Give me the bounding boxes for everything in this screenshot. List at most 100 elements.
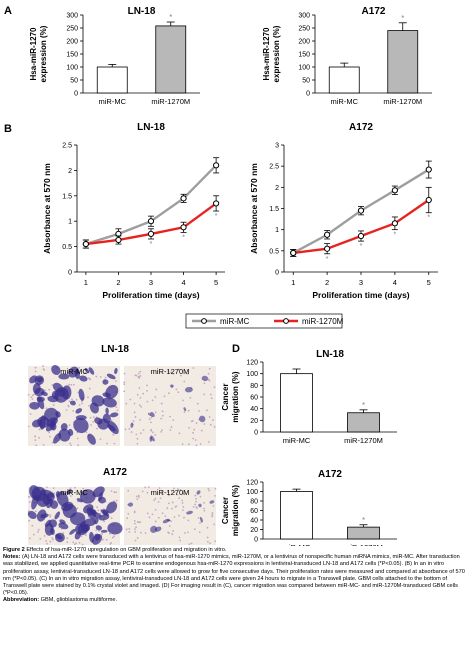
- micrograph-pore: [158, 487, 161, 490]
- micrograph-pore: [170, 426, 173, 428]
- micrograph-pore: [139, 375, 142, 377]
- micrograph-pore: [113, 442, 116, 445]
- chart-a-a172-ytick-label: 150: [298, 52, 310, 59]
- micrograph-pore: [213, 523, 215, 526]
- micrograph-pore: [146, 491, 149, 494]
- micrograph-pore: [203, 382, 206, 385]
- micrograph-pore: [159, 497, 162, 500]
- chart-b-ln18-series-mir-1270m-point: [180, 224, 187, 231]
- chart-b-ln18-series-mir-1270m-point: [115, 236, 122, 244]
- stained-cell: [83, 504, 94, 514]
- micrograph-pore: [39, 537, 42, 540]
- caption-figure-label: Figure 2: [3, 547, 25, 553]
- chart-a-ln18-ylabel: Hsa-miR-1270: [29, 27, 38, 80]
- micrograph-pore: [38, 428, 41, 431]
- micrograph-pore: [75, 398, 78, 401]
- micrograph-pore: [194, 439, 197, 441]
- chart-a-ln18-category-label: miR-MC: [99, 97, 127, 106]
- chart-b-ln18-series-mir-mc-point: [180, 195, 187, 202]
- stained-cell: [94, 533, 101, 541]
- chart-b-a172-series-mir-mc-point: [391, 187, 398, 194]
- micrograph-pore: [206, 536, 209, 539]
- chart-b-a172-xtick-label: 2: [325, 278, 329, 287]
- micrograph-background: [124, 366, 216, 446]
- micrograph-pore: [176, 493, 179, 496]
- micrograph-pore: [78, 367, 80, 369]
- chart-a-ln18-bar: [155, 25, 187, 94]
- chart-d-a172-ylabel: Cancer: [221, 497, 230, 524]
- micrograph-pore: [139, 370, 142, 373]
- micrograph-pore: [208, 379, 211, 382]
- micrograph-pore: [37, 530, 39, 533]
- legend-item-label: miR-1270M: [302, 317, 344, 326]
- micrograph-pore: [171, 533, 174, 535]
- stained-cell: [52, 382, 64, 393]
- micrograph-pore: [161, 490, 163, 492]
- chart-d-ln18-bar: [347, 412, 380, 433]
- micrograph-pore: [115, 491, 118, 494]
- micrograph-pore: [133, 411, 136, 414]
- chart-b-ln18-series-mir-1270m-significance-mark: *: [215, 211, 218, 220]
- micrograph-pore: [27, 495, 30, 498]
- micrograph-pore: [167, 370, 170, 373]
- micrograph-pore: [97, 509, 100, 512]
- chart-b-a172-series-mir-1270m-point: [357, 232, 365, 240]
- micrograph-pore: [172, 373, 175, 375]
- micrograph-pore: [154, 411, 157, 414]
- micrograph-pore: [69, 442, 72, 445]
- micrograph-column-label: miR-1270M: [151, 488, 190, 497]
- micrograph-pore: [111, 536, 114, 539]
- chart-a-a172-category-label: miR-1270M: [383, 97, 422, 106]
- micrograph-pore: [130, 431, 133, 433]
- micrograph-pore: [30, 396, 33, 399]
- micrograph-pore: [200, 429, 203, 432]
- micrograph-pore: [134, 530, 137, 533]
- micrograph-pore: [207, 487, 210, 490]
- micrograph-pore: [82, 487, 85, 490]
- micrograph-pore: [128, 531, 131, 533]
- chart-b-ln18-series-mir-mc-point: [147, 218, 155, 225]
- chart-b-a172-ytick-label: 3: [275, 143, 279, 150]
- micrograph-pore: [180, 374, 182, 377]
- chart-b-a172-title: A172: [349, 122, 373, 133]
- stained-cell: [74, 531, 81, 540]
- micrograph-pore: [167, 502, 170, 505]
- chart-b-ln18-title: LN-18: [137, 122, 165, 133]
- micrograph-pore: [167, 531, 169, 534]
- micrograph-pore: [211, 512, 214, 514]
- micrograph-pore: [160, 430, 163, 433]
- micrograph-pore: [207, 372, 210, 375]
- caption-notes-text: (A) LN-18 and A172 cells were transduced…: [3, 554, 465, 597]
- micrograph-pore: [155, 388, 158, 391]
- micrograph-pore: [168, 494, 170, 497]
- legend-swatch-marker: [283, 318, 289, 324]
- micrograph-pore: [192, 506, 195, 508]
- stained-cell: [54, 511, 61, 520]
- stained-cell: [36, 376, 43, 383]
- chart-b-ln18-ytick-label: 1.5: [62, 193, 72, 200]
- micrograph-pore: [196, 402, 199, 405]
- micrograph-pore: [199, 495, 202, 498]
- micrograph-pore: [34, 510, 37, 513]
- micrograph-a172-mir-mc: miR-MC: [27, 485, 123, 546]
- micrograph-pore: [137, 376, 140, 379]
- micrograph-pore: [49, 515, 52, 518]
- micrograph-pore: [163, 395, 166, 398]
- micrograph-pore: [213, 425, 216, 428]
- micrograph-pore: [31, 398, 34, 400]
- chart-b-a172-series-mir-mc-point: [425, 166, 432, 173]
- chart-a-a172-ylabel: Hsa-miR-1270: [262, 27, 271, 80]
- stained-cell: [100, 529, 108, 533]
- chart-d-a172-bar: [347, 526, 380, 540]
- micrograph-pore: [146, 512, 149, 515]
- micrograph-pore: [183, 411, 186, 413]
- micrograph-pore: [68, 400, 71, 403]
- micrograph-pore: [72, 409, 75, 412]
- chart-d-ln18-ytick-label: 120: [246, 360, 258, 367]
- chart-a-a172-ytick-label: 100: [298, 65, 310, 72]
- micrograph-pore: [112, 433, 115, 436]
- micrograph-pore: [161, 512, 164, 515]
- micrograph-pore: [210, 397, 213, 400]
- micrograph-pore: [31, 394, 34, 397]
- stained-cell: [107, 420, 119, 435]
